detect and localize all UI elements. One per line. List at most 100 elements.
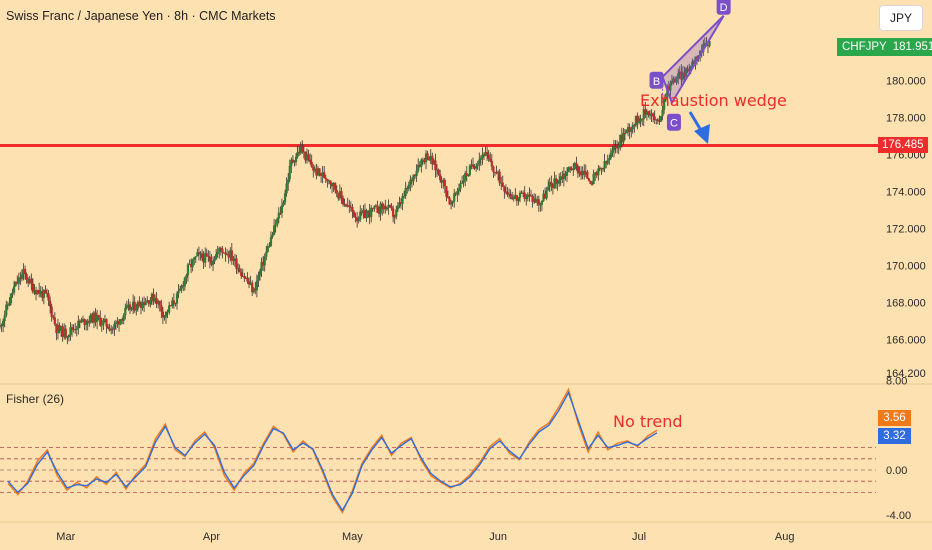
candle-up	[338, 191, 341, 199]
candle-up	[96, 315, 99, 323]
candle-up	[85, 323, 88, 325]
candle-up	[617, 145, 620, 149]
candle-up	[277, 212, 280, 219]
candle-up	[269, 236, 273, 247]
candle-down	[208, 256, 211, 262]
candle-down	[49, 300, 52, 307]
candle-up	[130, 306, 133, 310]
candle-down	[628, 127, 631, 132]
candle-down	[561, 176, 564, 180]
candle-down	[482, 154, 486, 156]
candle-down	[543, 193, 547, 199]
candle-up	[285, 183, 288, 194]
candle-up	[9, 293, 13, 304]
candle-down	[99, 317, 102, 326]
wedge-point-d-label: D	[720, 2, 728, 14]
candle-up	[222, 252, 226, 254]
candle-down	[210, 261, 213, 265]
candle-up	[194, 256, 197, 258]
candle-up	[453, 193, 456, 202]
candle-up	[468, 165, 471, 175]
candle-up	[233, 258, 237, 261]
candle-down	[219, 247, 222, 249]
candle-up	[199, 253, 202, 255]
candle-down	[61, 326, 64, 338]
candle-down	[583, 170, 586, 175]
candle-up	[611, 150, 614, 153]
candle-up	[536, 199, 539, 203]
candle-down	[200, 253, 204, 258]
candle-up	[163, 316, 166, 318]
candle-up	[421, 159, 425, 161]
candle-down	[291, 159, 294, 162]
candle-up	[475, 165, 478, 169]
candle-up	[460, 182, 464, 184]
candle-up	[12, 286, 16, 293]
candle-down	[301, 146, 304, 153]
fisher-indicator-label[interactable]: Fisher (26)	[6, 392, 65, 406]
candle-down	[490, 160, 493, 167]
candle-up	[467, 174, 470, 176]
candle-up	[484, 152, 487, 156]
price-tick-label: 168.000	[886, 298, 926, 310]
candle-down	[147, 300, 150, 305]
candle-up	[56, 325, 60, 334]
candle-up	[565, 171, 569, 176]
candle-down	[473, 166, 476, 169]
candle-up	[177, 290, 180, 294]
candle-up	[634, 115, 638, 126]
candle-down	[356, 217, 359, 222]
candle-up	[305, 154, 309, 161]
candle-up	[273, 225, 276, 235]
candle-down	[143, 302, 146, 306]
candle-down	[423, 159, 426, 163]
candle-down	[44, 289, 47, 294]
candle-up	[449, 203, 453, 205]
candle-down	[55, 324, 58, 334]
candle-down	[641, 118, 644, 120]
candle-up	[470, 164, 473, 166]
candle-up	[545, 190, 548, 199]
candle-down	[160, 304, 163, 312]
wedge-point-marker	[649, 71, 664, 89]
candle-down	[390, 206, 393, 209]
candle-down	[318, 168, 321, 174]
candle-up	[507, 193, 511, 195]
candle-down	[224, 252, 227, 255]
candle-down	[511, 196, 514, 200]
candle-down	[589, 180, 592, 184]
candle-up	[362, 209, 365, 214]
candle-down	[262, 261, 265, 266]
candle-up	[395, 209, 398, 217]
candle-up	[562, 173, 565, 180]
candle-up	[174, 303, 177, 305]
candle-up	[171, 300, 174, 307]
candle-up	[146, 300, 149, 303]
candle-down	[586, 171, 589, 179]
candle-down	[111, 328, 114, 330]
candle-up	[327, 180, 331, 182]
candle-down	[241, 276, 244, 278]
candle-up	[290, 159, 293, 166]
candle-up	[464, 173, 467, 181]
candle-down	[633, 124, 636, 126]
candle-up	[631, 124, 634, 130]
candle-down	[465, 173, 468, 176]
currency-button[interactable]: JPY	[879, 5, 923, 31]
fisher-value-tag: 3.56	[878, 410, 911, 426]
candle-down	[161, 311, 164, 318]
candle-up	[282, 202, 285, 206]
candle-down	[31, 283, 34, 293]
price-tick-label: 166.000	[886, 335, 926, 347]
candle-down	[243, 276, 246, 279]
x-tick-label: May	[342, 531, 363, 543]
candle-up	[669, 83, 672, 91]
candle-down	[227, 254, 230, 258]
candle-down	[426, 153, 429, 160]
candle-up	[520, 192, 523, 194]
candle-down	[6, 304, 9, 306]
candle-up	[313, 168, 316, 171]
candle-up	[359, 211, 362, 220]
candle-up	[567, 167, 570, 172]
